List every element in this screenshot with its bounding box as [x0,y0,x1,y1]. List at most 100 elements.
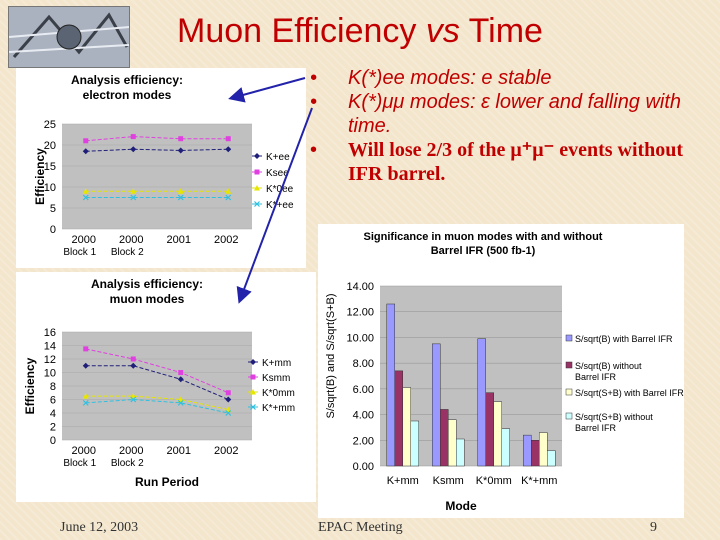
x-tick-label: 2001 [167,234,191,246]
data-point [177,194,184,201]
data-point [82,393,89,399]
bar-K*0mm-0 [477,338,486,467]
data-point [130,362,137,369]
data-point [82,362,89,369]
data-point [83,138,89,144]
legend-label: S/sqrt(B) with Barrel IFR [575,334,673,344]
bar-Ksmm-0 [432,343,441,467]
bar-K*+mm-3 [547,450,556,467]
bar-K+mm-3 [410,420,419,467]
bar-K*+mm-0 [523,434,532,467]
x-tick-label: 2002 [214,234,238,246]
data-point [130,396,137,403]
bullet-text: K(*)ee modes: e stable [348,67,552,89]
data-point [130,188,137,194]
detector-photo [8,6,130,68]
bar-K+mm-1 [394,370,403,467]
legend-swatch [565,412,573,420]
y-tick-label: 8 [50,381,56,393]
significance-bar-chart: Significance in muon modes with and with… [318,224,684,518]
legend-label: K*+ee [266,200,294,211]
chart-title-line2: electron modes [83,88,172,102]
bar-K*0mm-3 [501,428,510,467]
data-point [225,136,231,142]
x-tick-label: 2000 [119,234,143,246]
bar-K*+mm-1 [531,440,540,467]
bar-Ksmm-2 [448,419,457,467]
bar-K+mm-0 [386,303,395,467]
y-axis-label: Efficiency [23,357,37,414]
series-line-K+mm [85,365,229,400]
legend-label: K*+mm [262,403,295,414]
x-tick-sublabel: Block 2 [111,247,144,258]
x-tick-label: 2000 [119,445,143,457]
data-point [177,376,184,383]
significance-chart-svg: Significance in muon modes with and with… [325,231,684,513]
muon-efficiency-chart: Analysis efficiency: muon modes 0 2 4 6 8 10 12 1… [16,272,316,502]
data-point [177,147,184,154]
legend-marker [250,359,256,365]
data-point [130,134,136,140]
chart-title-line1: Significance in muon modes with and with… [364,231,603,243]
data-point [130,146,137,153]
y-tick-label: 16 [44,327,56,339]
title-text: Muon Efficiency [177,12,426,50]
x-tick-sublabel: Block 2 [111,458,144,469]
y-tick-label: 12 [44,354,56,366]
y-tick-label: 2 [50,422,56,434]
legend-label: K+ee [266,152,290,163]
x-tick-label: K+mm [387,475,419,487]
legend-swatch [565,388,573,396]
legend-label: K*0ee [266,184,294,195]
legend-label: K+mm [262,358,291,369]
bar-K*0mm-2 [493,401,502,467]
bar-K*0mm-1 [485,392,494,467]
data-point [225,188,232,194]
legend-label-line1: S/sqrt(S+B) without [575,412,653,422]
data-point [82,399,89,406]
title-end: Time [459,12,543,50]
legend-label: K*0mm [262,388,295,399]
data-point [82,188,89,194]
y-tick-label: 14.00 [346,281,374,293]
data-point [225,194,232,201]
bar-Ksmm-1 [440,409,449,467]
plot-area [62,124,252,229]
data-point [225,390,231,396]
legend-swatch [565,361,573,369]
x-tick-label: K*+mm [521,475,557,487]
data-point [225,146,232,153]
data-point [225,410,232,416]
bar-K+mm-2 [402,387,411,467]
footer-meeting: EPAC Meeting [318,520,403,535]
data-point [177,188,184,194]
bullet-text: Will lose 2/3 of the μ⁺μ⁻ events without… [348,139,684,185]
x-axis-label: Mode [445,499,477,513]
chart-title-line2: muon modes [110,292,185,306]
chart-title-line2: Barrel IFR (500 fb-1) [431,245,536,257]
electron-efficiency-chart: Analysis efficiency: electron modes 0 5 10 15… [16,68,306,268]
series-line-Ksmm [85,348,229,394]
bullet-2: • K(*)μμ modes: ε lower and falling with… [310,90,710,138]
footer-date: June 12, 2003 [60,520,139,535]
bullet-3: • Will lose 2/3 of the μ⁺μ⁻ events witho… [310,138,710,186]
y-tick-label: 10 [44,368,56,380]
legend-marker [254,169,260,175]
detector-photo-graphic [8,7,130,67]
title-vs: vs [425,12,460,50]
legend-label-line2: Barrel IFR [575,423,617,433]
legend-marker [250,374,256,380]
y-tick-label: 4 [50,408,56,420]
x-tick-label: 2000 [72,234,96,246]
y-tick-label: 6 [50,395,56,407]
legend-label-line1: S/sqrt(B) without [575,361,642,371]
bullet-dot: • [310,139,318,161]
legend-label: Ksmm [262,373,290,384]
legend-marker [250,404,256,410]
data-point [177,399,184,406]
legend-label: S/sqrt(S+B) with Barrel IFR [575,388,684,398]
y-tick-label: 14 [44,341,56,353]
x-tick-sublabel: Block 1 [63,247,96,258]
legend-marker [250,389,256,395]
y-tick-label: 25 [44,119,56,131]
